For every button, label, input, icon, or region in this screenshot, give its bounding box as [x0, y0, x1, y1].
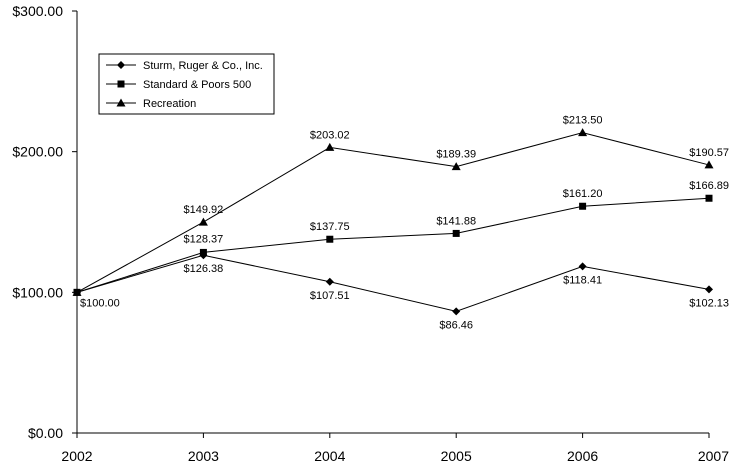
data-label: $107.51 — [310, 290, 350, 302]
series-0-point-2 — [325, 277, 334, 286]
series-group — [72, 128, 714, 316]
data-label: $128.37 — [184, 233, 224, 245]
data-label: $86.46 — [439, 319, 473, 331]
x-tick-label: 2003 — [188, 448, 219, 464]
data-label: $203.02 — [310, 129, 350, 141]
series-line-1 — [76, 197, 710, 293]
x-tick-label: 2007 — [698, 448, 729, 464]
series-2-point-0 — [72, 287, 82, 296]
data-label: $190.57 — [689, 147, 729, 159]
y-tick-label: $300.00 — [12, 3, 63, 19]
legend-marker-1 — [117, 80, 125, 88]
series-1-point-2 — [326, 235, 334, 243]
series-line-0 — [76, 254, 710, 312]
data-label: $189.39 — [436, 149, 476, 161]
legend-label-2: Recreation — [143, 98, 196, 110]
data-label: $102.13 — [689, 297, 729, 309]
series-2-point-2 — [325, 142, 335, 151]
data-label: $166.89 — [689, 180, 729, 192]
series-1-point-4 — [579, 202, 587, 210]
data-label: $213.50 — [563, 115, 603, 127]
axes: $0.00 $100.00 $200.00 $300.00 2002 2003 2004 20… — [12, 3, 729, 464]
y-tick-label: $100.00 — [12, 284, 63, 300]
series-line-2 — [76, 132, 710, 293]
x-tick-label: 2004 — [314, 448, 345, 464]
legend-label-1: Standard & Poors 500 — [143, 79, 251, 91]
series-1-point-5 — [705, 194, 713, 202]
series-0-point-4 — [578, 262, 587, 271]
y-tick-label: $0.00 — [28, 425, 63, 441]
legend-marker-2 — [116, 98, 126, 107]
data-label: $161.20 — [563, 188, 603, 200]
y-tick-label: $200.00 — [12, 144, 63, 160]
x-tick-label: 2006 — [567, 448, 598, 464]
data-labels: $100.00 $126.38 $107.51 $86.46 $118.41 $102.1… — [80, 115, 729, 332]
x-tick-label: 2002 — [61, 448, 92, 464]
series-1-point-1 — [199, 248, 207, 256]
series-2-point-1 — [198, 217, 208, 226]
series-2-point-3 — [451, 162, 461, 171]
x-tick-label: 2005 — [441, 448, 472, 464]
legend: Sturm, Ruger & Co., Inc. Standard & Poors… — [98, 53, 275, 115]
data-label: $100.00 — [80, 297, 120, 309]
legend-label-0: Sturm, Ruger & Co., Inc. — [143, 60, 263, 72]
data-label: $137.75 — [310, 221, 350, 233]
data-label: $126.38 — [184, 263, 224, 275]
data-label: $141.88 — [436, 215, 476, 227]
series-1-point-3 — [452, 229, 460, 237]
series-2-point-5 — [704, 160, 714, 169]
legend-marker-0 — [117, 61, 125, 69]
data-label: $118.41 — [563, 274, 602, 286]
series-0-point-5 — [705, 285, 713, 294]
series-0-point-3 — [452, 307, 461, 316]
data-label: $149.92 — [184, 204, 224, 216]
series-2-point-4 — [578, 128, 588, 137]
